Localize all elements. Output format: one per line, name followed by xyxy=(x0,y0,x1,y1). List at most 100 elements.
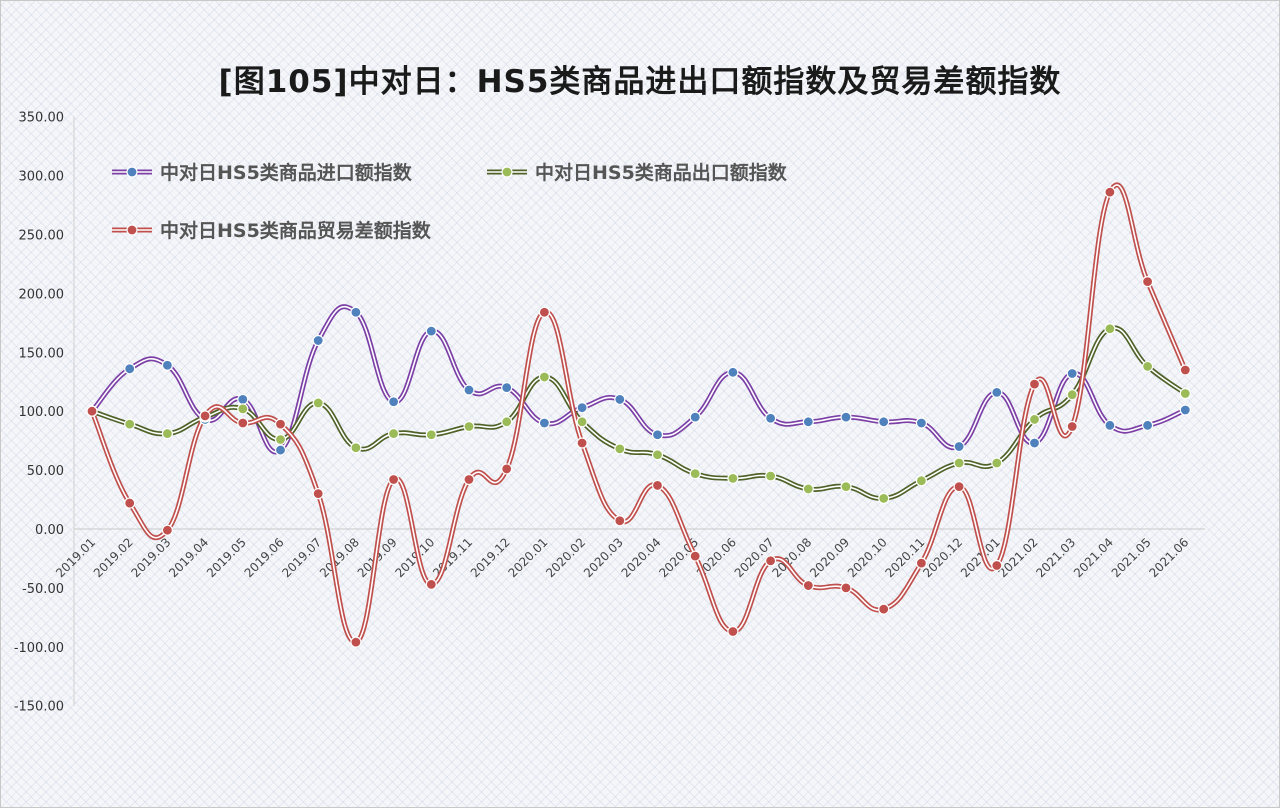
data-point-export-index xyxy=(124,418,136,430)
data-point-trade-balance-index xyxy=(840,582,852,594)
x-tick-label: 2021.05 xyxy=(1109,535,1154,580)
y-tick-label: 50.00 xyxy=(27,464,64,479)
data-point-trade-balance-index xyxy=(124,497,136,509)
legend-marker-trade-balance-index xyxy=(126,224,138,236)
data-point-trade-balance-index xyxy=(953,480,965,493)
data-point-trade-balance-index xyxy=(1066,420,1078,433)
x-tick-label: 2020.01 xyxy=(506,535,551,580)
y-tick-label: -150.00 xyxy=(14,700,64,715)
data-point-import-index xyxy=(915,417,928,429)
data-point-export-index xyxy=(237,403,249,415)
data-point-trade-balance-index xyxy=(86,405,98,417)
series-line-core-trade-balance-index xyxy=(91,184,1187,643)
data-point-import-index xyxy=(161,359,173,371)
data-point-export-index xyxy=(651,449,664,461)
data-point-export-index xyxy=(915,475,928,487)
data-point-export-index xyxy=(538,371,551,383)
data-point-export-index xyxy=(1066,389,1078,401)
x-tick-label: 2019.08 xyxy=(317,535,362,580)
data-point-trade-balance-index xyxy=(501,463,513,475)
data-point-import-index xyxy=(1028,437,1041,449)
data-point-export-index xyxy=(161,427,173,440)
data-point-import-index xyxy=(764,412,777,424)
data-point-export-index xyxy=(463,420,475,433)
data-point-export-index xyxy=(501,416,513,428)
data-point-export-index xyxy=(425,429,437,441)
y-tick-label: -50.00 xyxy=(22,582,64,597)
data-point-import-index xyxy=(350,306,362,318)
x-tick-label: 2019.05 xyxy=(204,535,249,580)
x-tick-label: 2019.11 xyxy=(430,535,475,580)
x-tick-label: 2019.07 xyxy=(279,535,324,580)
data-point-import-index xyxy=(991,386,1003,398)
data-point-trade-balance-index xyxy=(651,479,664,492)
x-tick-label: 2020.09 xyxy=(807,535,852,580)
data-point-export-index xyxy=(1104,323,1116,335)
x-tick-label: 2021.04 xyxy=(1071,535,1116,580)
data-point-import-index xyxy=(878,416,890,428)
data-point-import-index xyxy=(953,440,965,453)
data-point-trade-balance-index xyxy=(350,636,362,648)
data-point-trade-balance-index xyxy=(991,559,1003,572)
data-point-trade-balance-index xyxy=(689,550,701,562)
x-tick-label: 2019.12 xyxy=(468,535,513,580)
data-point-import-index xyxy=(614,393,626,406)
data-point-trade-balance-index xyxy=(274,418,287,430)
data-point-import-index xyxy=(727,366,739,378)
data-point-trade-balance-index xyxy=(538,306,551,318)
data-point-import-index xyxy=(538,417,551,429)
data-point-trade-balance-index xyxy=(425,578,437,590)
data-point-export-index xyxy=(840,480,852,493)
x-tick-label: 2019.02 xyxy=(91,535,136,580)
data-point-export-index xyxy=(764,470,777,482)
data-point-trade-balance-index xyxy=(1028,378,1041,390)
y-tick-label: 100.00 xyxy=(19,405,65,420)
data-point-trade-balance-index xyxy=(463,473,475,486)
data-point-export-index xyxy=(727,472,739,484)
data-point-import-index xyxy=(1179,404,1191,416)
x-tick-label: 2019.03 xyxy=(129,535,174,580)
data-point-import-index xyxy=(1104,419,1116,431)
data-point-export-index xyxy=(274,433,287,446)
data-point-trade-balance-index xyxy=(237,417,249,429)
data-point-export-index xyxy=(802,483,814,495)
chart-title: [图105]中对日：HS5类商品进出口额指数及贸易差额指数 xyxy=(218,64,1062,100)
data-point-import-index xyxy=(1066,367,1078,380)
x-tick-label: 2019.04 xyxy=(166,535,211,580)
data-point-import-index xyxy=(802,416,814,428)
y-tick-label: 300.00 xyxy=(19,170,65,185)
data-point-import-index xyxy=(840,411,852,423)
y-tick-label: -100.00 xyxy=(14,641,64,656)
data-point-import-index xyxy=(312,334,324,347)
x-tick-label: 2019.01 xyxy=(53,535,98,580)
y-tick-label: 200.00 xyxy=(19,287,65,302)
data-point-import-index xyxy=(425,325,437,337)
data-point-trade-balance-index xyxy=(764,555,777,567)
y-tick-label: 0.00 xyxy=(35,523,64,538)
legend-label-trade-balance-index: 中对日HS5类商品贸易差额指数 xyxy=(160,219,432,242)
data-point-trade-balance-index xyxy=(199,410,211,422)
data-point-import-index xyxy=(576,402,588,414)
data-point-trade-balance-index xyxy=(161,524,173,536)
data-point-export-index xyxy=(350,442,362,454)
data-point-trade-balance-index xyxy=(388,473,400,486)
data-point-export-index xyxy=(312,397,324,409)
data-point-export-index xyxy=(953,457,965,469)
x-tick-label: 2021.06 xyxy=(1146,535,1191,580)
legend-marker-import-index xyxy=(126,166,138,178)
y-tick-label: 350.00 xyxy=(19,111,65,126)
data-point-trade-balance-index xyxy=(1104,186,1116,198)
data-point-import-index xyxy=(463,384,475,396)
y-tick-label: 150.00 xyxy=(19,346,65,361)
legend-label-export-index: 中对日HS5类商品出口额指数 xyxy=(535,161,788,184)
data-point-trade-balance-index xyxy=(727,625,739,638)
data-point-trade-balance-index xyxy=(1179,364,1191,376)
data-point-import-index xyxy=(501,382,513,394)
x-tick-label: 2020.10 xyxy=(845,535,890,580)
y-tick-label: 250.00 xyxy=(19,229,65,244)
data-point-export-index xyxy=(388,427,400,440)
data-point-import-index xyxy=(689,411,701,423)
x-tick-label: 2021.03 xyxy=(1033,535,1078,580)
data-point-export-index xyxy=(878,492,890,504)
data-point-export-index xyxy=(614,443,626,455)
